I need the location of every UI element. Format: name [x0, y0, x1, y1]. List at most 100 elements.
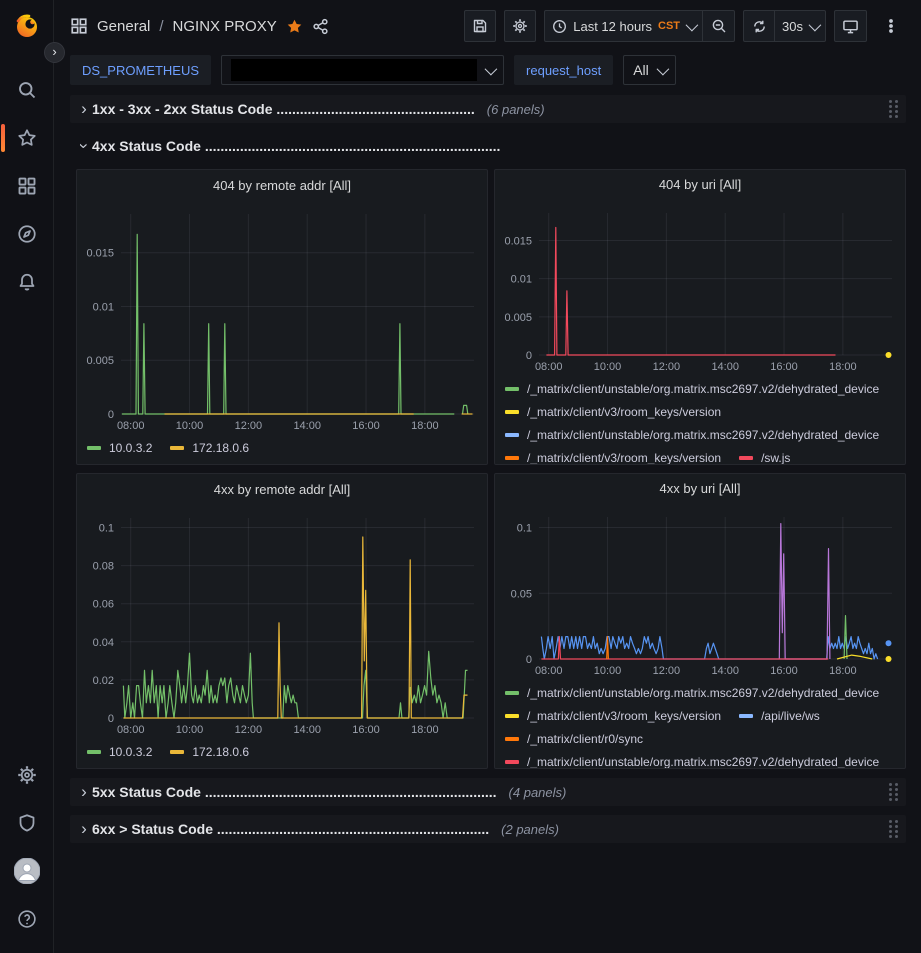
legend-label: 10.0.3.2 [109, 744, 153, 759]
legend-item[interactable]: 10.0.3.2 [87, 441, 152, 455]
sidebar-item-server-admin[interactable] [0, 799, 54, 847]
row-4xx[interactable]: › 4xx Status Code ......................… [70, 132, 906, 160]
row-1xx-3xx-2xx[interactable]: › 1xx - 3xx - 2xx Status Code ..........… [70, 95, 906, 123]
panel-plot-area[interactable]: 0 0.05 0.1 08:00 10:00 12:00 14:00 16:00 18:00 [495, 503, 905, 679]
series-line [843, 615, 848, 660]
shield-icon [19, 814, 34, 832]
legend-label: 172.18.0.6 [192, 744, 250, 759]
sidebar-expand-button[interactable]: › [44, 42, 65, 63]
panel-plot-area[interactable]: 0 0.005 0.01 0.015 08:00 10:00 12:00 14:00 16:00… [77, 200, 487, 434]
legend-label: /_matrix/client/v3/room_keys/version [527, 404, 722, 419]
x-axis-tick-label: 08:00 [117, 724, 145, 736]
x-axis-tick-label: 08:00 [535, 665, 563, 677]
breadcrumb-section[interactable]: General [97, 17, 151, 35]
refresh-interval-label: 30s [782, 18, 803, 34]
chart-canvas[interactable]: 0 0.02 0.04 0.06 0.08 0.1 08:00 10:00 12:00 14:00… [77, 504, 487, 738]
panel-title[interactable]: 4xx by remote addr [All] [213, 481, 351, 497]
legend-swatch-icon [87, 445, 101, 450]
breadcrumb-dashboard-title[interactable]: NGINX PROXY [172, 17, 277, 35]
chevron-right-icon: › [81, 819, 87, 838]
sidebar-item-dashboards[interactable] [0, 162, 54, 210]
legend-swatch-icon [505, 432, 519, 437]
sidebar-item-profile[interactable] [0, 847, 54, 895]
dashboard-settings-button[interactable] [504, 10, 537, 42]
zoom-out-button[interactable] [703, 10, 736, 42]
variable-label-request-host[interactable]: request_host [514, 55, 614, 85]
legend-label: 172.18.0.6 [192, 440, 250, 455]
series-point [885, 640, 892, 647]
y-axis-tick-label: 0.05 [511, 589, 532, 601]
panel-plot-area[interactable]: 0 0.02 0.04 0.06 0.08 0.1 08:00 10:00 12:00 14:00… [77, 504, 487, 738]
x-axis-tick-label: 14:00 [293, 724, 321, 736]
legend-item[interactable]: /_matrix/client/unstable/org.matrix.msc2… [505, 686, 879, 700]
drag-handle-icon[interactable] [889, 820, 898, 838]
variable-value-ds-prometheus[interactable] [221, 55, 505, 85]
more-options-button[interactable] [875, 10, 907, 42]
sidebar-item-search[interactable] [0, 66, 54, 114]
series-line [461, 404, 469, 415]
panel-plot-area[interactable]: 0 0.005 0.01 0.015 08:00 10:00 12:00 14:00 16:00… [495, 199, 905, 375]
series-line [121, 233, 455, 415]
variable-value-request-host[interactable]: All [623, 55, 676, 85]
panel-grid: 404 by remote addr [All] 0 0.005 0.01 0.015 0… [76, 169, 906, 769]
y-axis-tick-label: 0.08 [93, 561, 114, 573]
x-axis-tick-label: 18:00 [411, 420, 439, 432]
legend-item[interactable]: 172.18.0.6 [170, 745, 249, 759]
sidebar-item-settings[interactable] [0, 751, 54, 799]
sidebar-item-alerting[interactable] [0, 258, 54, 306]
time-picker-button[interactable]: Last 12 hours CST [544, 10, 704, 42]
chart-canvas[interactable]: 0 0.005 0.01 0.015 08:00 10:00 12:00 14:00 16:00… [495, 199, 905, 375]
refresh-button[interactable] [743, 10, 776, 42]
dashboard-body: › 1xx - 3xx - 2xx Status Code ..........… [54, 88, 921, 843]
panel-title[interactable]: 404 by uri [All] [658, 177, 742, 193]
sidebar-item-help[interactable] [0, 895, 54, 943]
compass-icon [17, 225, 36, 243]
legend-item[interactable]: 172.18.0.6 [170, 441, 249, 455]
row-panel-count: (6 panels) [486, 101, 545, 117]
gear-icon [513, 19, 528, 33]
panel-title[interactable]: 404 by remote addr [All] [212, 177, 352, 193]
legend-item[interactable]: /_matrix/client/unstable/org.matrix.msc2… [505, 428, 879, 442]
monitor-icon [843, 19, 858, 33]
panel-title[interactable]: 4xx by uri [All] [659, 481, 741, 497]
legend-item[interactable]: /_matrix/client/v3/room_keys/version [505, 451, 721, 464]
y-axis-tick-label: 0.015 [504, 236, 532, 248]
chart-canvas[interactable]: 0 0.05 0.1 08:00 10:00 12:00 14:00 16:00 18:00 [495, 503, 905, 679]
chevron-down-icon: › [75, 143, 94, 149]
x-axis-tick-label: 10:00 [594, 361, 622, 373]
grafana-logo[interactable] [0, 12, 54, 52]
share-icon[interactable] [312, 18, 329, 35]
grafana-logo-icon [16, 14, 37, 37]
y-axis-tick-label: 0 [108, 713, 114, 725]
legend-item[interactable]: /api/live/ws [739, 709, 820, 723]
legend-item[interactable]: /_matrix/client/v3/room_keys/version [505, 405, 721, 419]
row-5xx[interactable]: › 5xx Status Code ......................… [70, 778, 906, 806]
legend-item[interactable]: /_matrix/client/unstable/org.matrix.msc2… [505, 382, 879, 396]
panel-legend: 10.0.3.2 172.18.0.6 [77, 738, 487, 768]
dashboard-header: General / NGINX PROXY [54, 0, 921, 52]
legend-label: /api/live/ws [761, 708, 820, 723]
row-panel-count: (4 panels) [508, 784, 567, 800]
legend-swatch-icon [505, 736, 519, 741]
favorite-star-icon[interactable] [286, 18, 303, 35]
legend-item[interactable]: /_matrix/client/v3/room_keys/version [505, 709, 721, 723]
legend-item[interactable]: /_matrix/client/unstable/org.matrix.msc2… [505, 755, 879, 768]
legend-item[interactable]: /_matrix/client/r0/sync [505, 732, 643, 746]
drag-handle-icon[interactable] [889, 783, 898, 801]
cycle-view-button[interactable] [834, 10, 867, 42]
legend-label: /_matrix/client/unstable/org.matrix.msc2… [527, 381, 880, 396]
save-dashboard-button[interactable] [464, 10, 497, 42]
sidebar: › [0, 0, 65, 953]
refresh-interval-button[interactable]: 30s [775, 10, 826, 42]
sidebar-item-starred[interactable] [0, 114, 54, 162]
panel-legend: /_matrix/client/unstable/org.matrix.msc2… [495, 375, 905, 464]
row-6xx[interactable]: › 6xx > Status Code ....................… [70, 815, 906, 843]
chart-canvas[interactable]: 0 0.005 0.01 0.015 08:00 10:00 12:00 14:00 16:00… [77, 200, 487, 434]
legend-item[interactable]: 10.0.3.2 [87, 745, 152, 759]
variable-label-ds-prometheus[interactable]: DS_PROMETHEUS [70, 55, 212, 85]
x-axis-tick-label: 16:00 [352, 420, 380, 432]
drag-handle-icon[interactable] [889, 100, 898, 118]
legend-item[interactable]: /sw.js [739, 451, 790, 464]
sidebar-item-explore[interactable] [0, 210, 54, 258]
legend-swatch-icon [739, 455, 754, 460]
